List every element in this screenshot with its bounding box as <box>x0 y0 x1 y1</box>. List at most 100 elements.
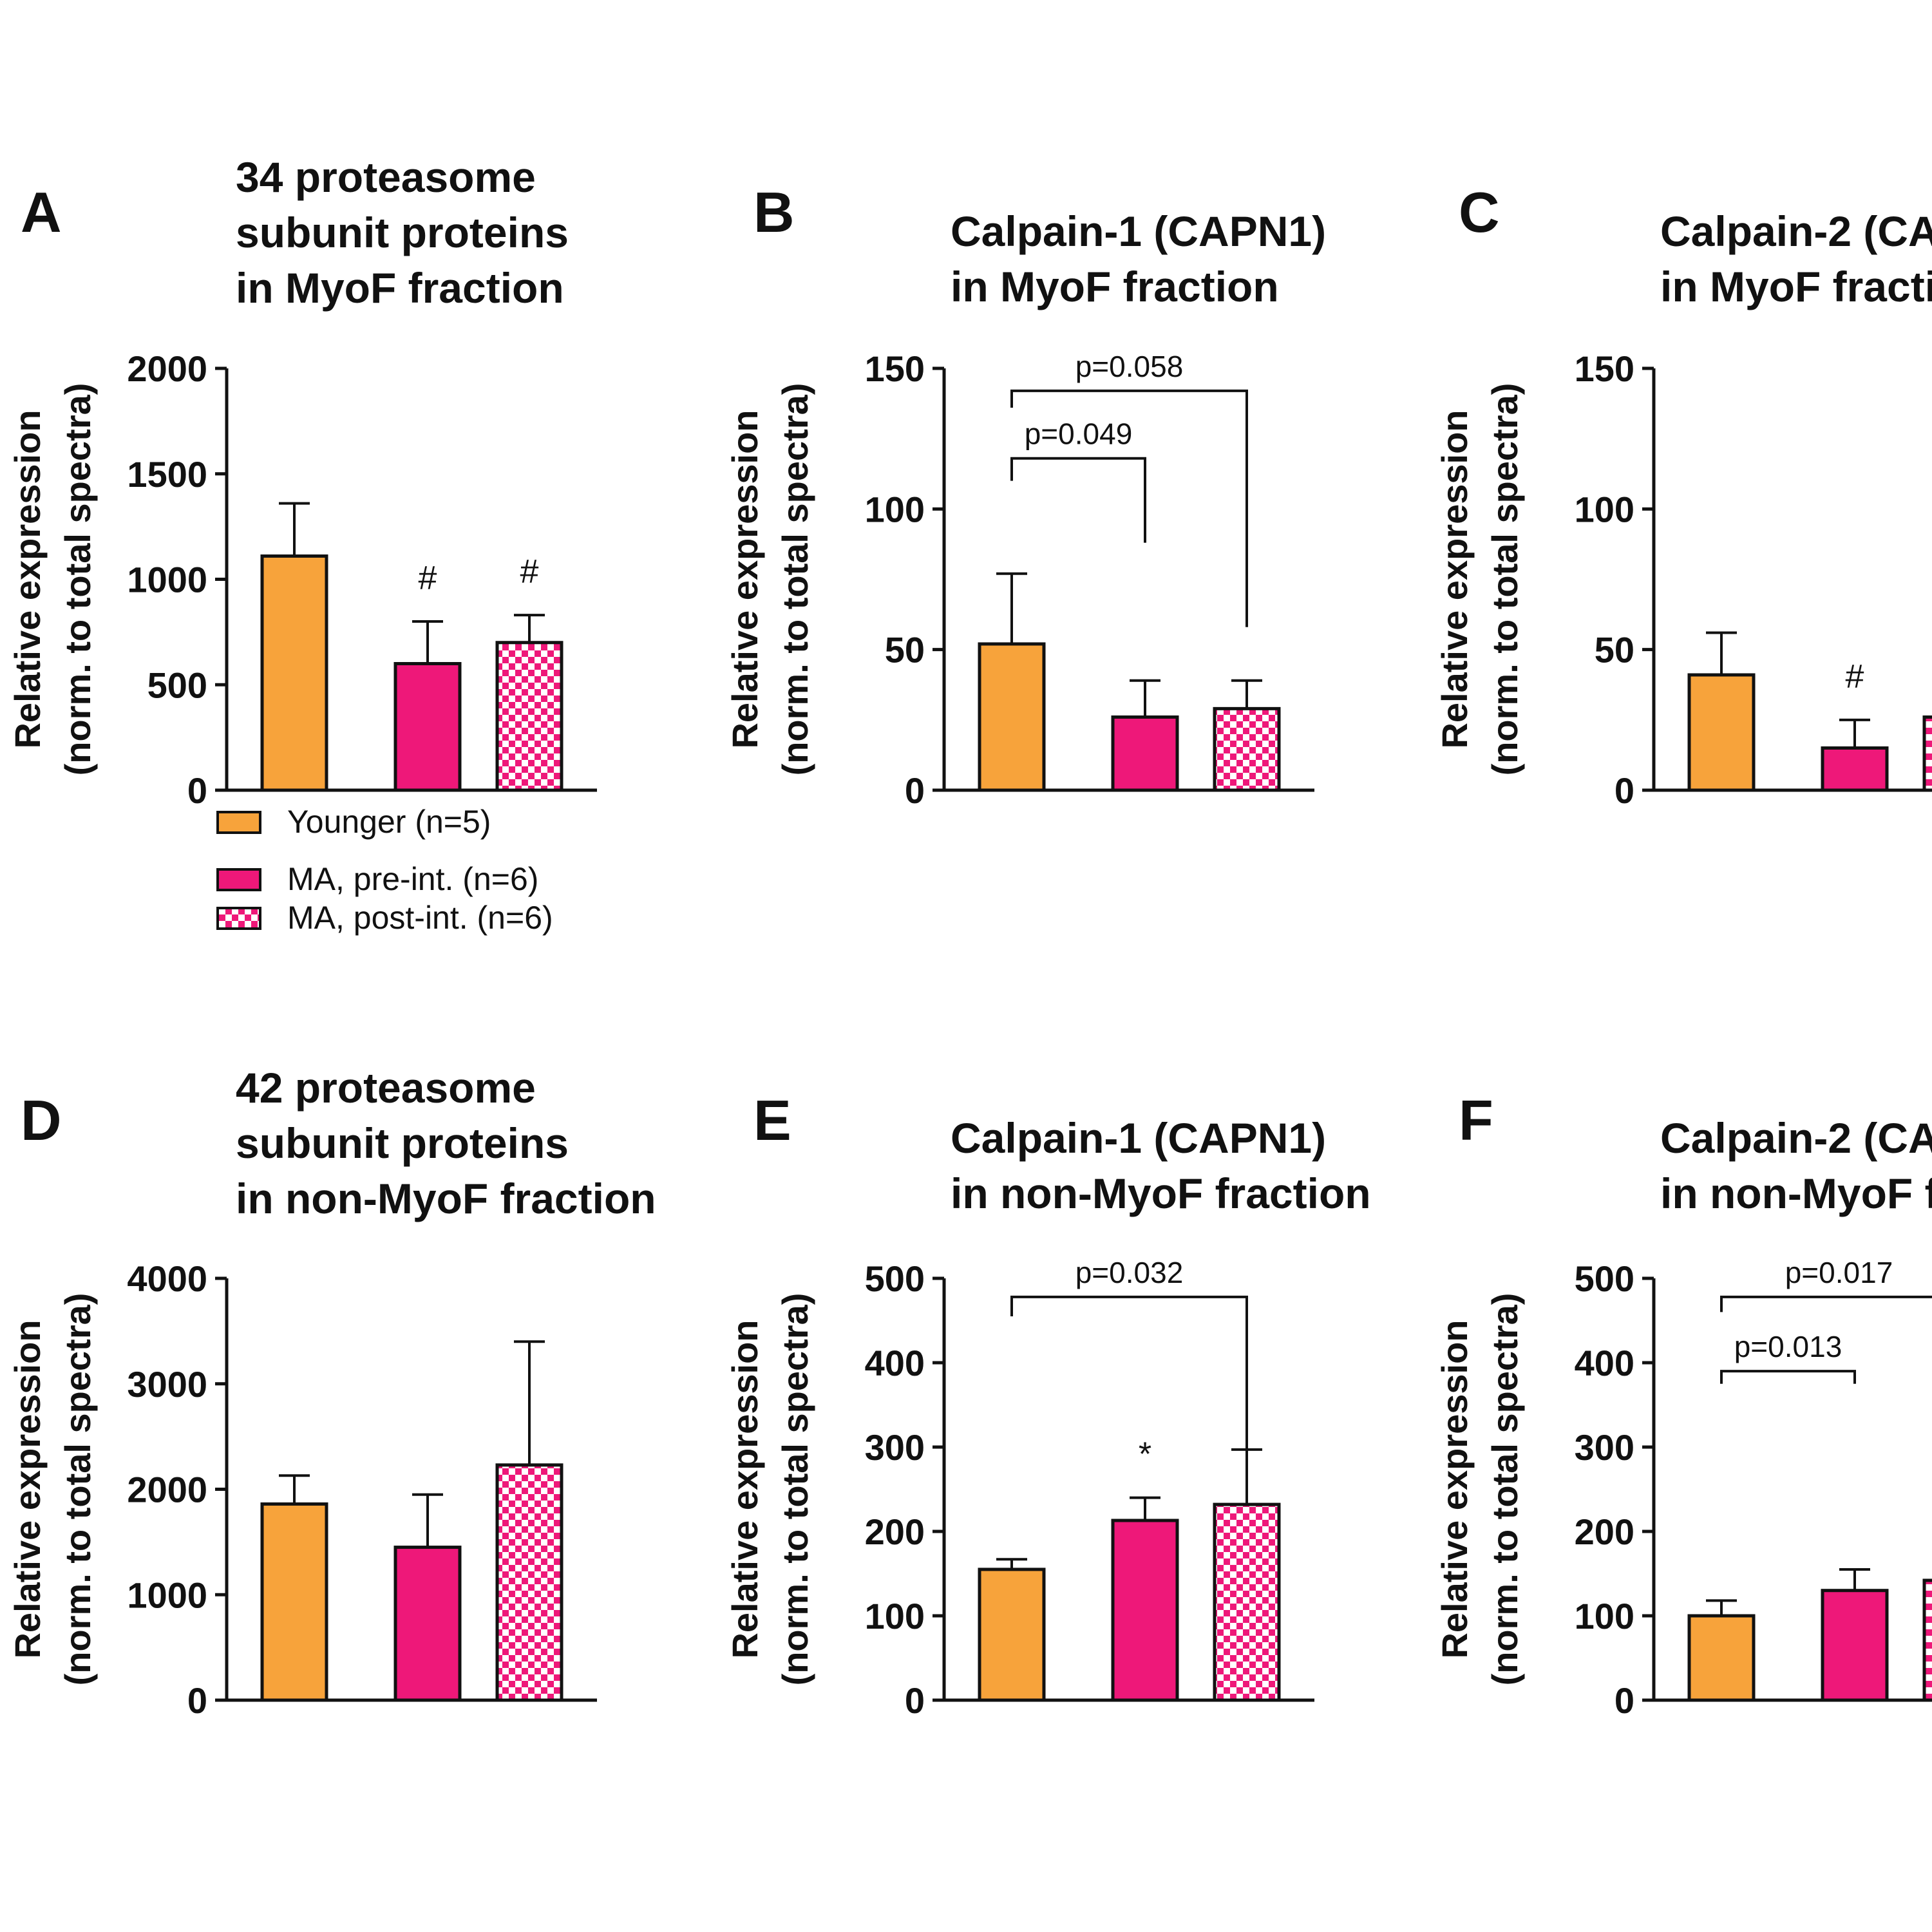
chart-title-line: in non-MyoF fraction <box>1660 1170 1932 1217</box>
bar-ma-post <box>1213 706 1281 792</box>
y-tick-label: 2000 <box>127 1470 207 1510</box>
y-axis-label: (norm. to total spectra) <box>775 1293 815 1686</box>
y-axis-label: (norm. to total spectra) <box>775 383 815 776</box>
y-tick-label: 0 <box>187 770 207 811</box>
y-axis-label: Relative expression <box>1434 1320 1475 1658</box>
y-axis-label: (norm. to total spectra) <box>1484 1293 1525 1686</box>
y-tick-label: 0 <box>1615 1680 1634 1721</box>
panel-letter: F <box>1459 1088 1493 1152</box>
significance-bracket <box>1010 1295 1248 1460</box>
p-value-label: p=0.049 <box>1025 417 1133 451</box>
p-value-label: p=0.032 <box>1075 1256 1184 1289</box>
bar-ma-post <box>495 1463 564 1702</box>
y-tick-label: 50 <box>1595 630 1634 670</box>
panel-letter: C <box>1459 180 1500 244</box>
bar-ma-post <box>495 641 564 792</box>
panel-letter: D <box>21 1088 62 1152</box>
legend-label-ma-post: MA, post-int. (n=6) <box>287 900 553 936</box>
y-tick-label: 300 <box>1575 1427 1634 1468</box>
y-tick-label: 0 <box>905 1680 925 1721</box>
bar-ma-pre <box>393 662 462 792</box>
chart-title-line: subunit proteins <box>236 209 569 256</box>
y-axis-label: Relative expression <box>1434 410 1475 748</box>
bar-ma-pre <box>393 1546 462 1702</box>
y-tick-label: 500 <box>1575 1258 1634 1299</box>
bar-ma-post <box>1922 1578 1932 1702</box>
y-tick-label: 0 <box>905 770 925 811</box>
chart-title-line: in MyoF fraction <box>951 263 1279 310</box>
chart-title-line: Calpain-2 (CAPN2) <box>1660 207 1932 255</box>
y-tick-label: 300 <box>865 1427 925 1468</box>
chart-title-line: Calpain-1 (CAPN1) <box>951 207 1326 255</box>
panel-d: D 42 proteasome subunit proteins in non-Myo… <box>7 1064 656 1721</box>
p-value-label: p=0.013 <box>1734 1330 1842 1363</box>
y-tick-label: 4000 <box>127 1258 207 1299</box>
y-tick-label: 0 <box>1615 770 1634 811</box>
y-tick-label: 50 <box>885 630 925 670</box>
y-tick-label: 150 <box>1575 348 1634 389</box>
chart-title-line: 42 proteasome <box>236 1064 536 1112</box>
chart-title-line: Calpain-2 (CAPN2) <box>1660 1114 1932 1162</box>
significance-mark: # <box>1846 658 1864 696</box>
legend-swatch-ma-pre <box>216 868 261 891</box>
panels: A 34 proteasome subunit proteins in MyoF fr… <box>7 153 1932 1721</box>
chart-title-line: 34 proteasome <box>236 153 536 201</box>
panel-letter: B <box>753 180 795 244</box>
bar-ma-pre <box>1821 1589 1889 1702</box>
panel-b: B Calpain-1 (CAPN1) in MyoF fraction Relati… <box>724 180 1326 811</box>
panel-f: F Calpain-2 (CAPN2) in non-MyoF fraction Re… <box>1434 1088 1932 1721</box>
bar-younger <box>978 1567 1046 1702</box>
legend-label-younger: Younger (n=5) <box>287 804 491 840</box>
y-tick-label: 200 <box>865 1511 925 1552</box>
panel-letter: A <box>21 180 62 244</box>
chart-title-line: in non-MyoF fraction <box>236 1175 656 1222</box>
significance-bracket <box>1010 457 1146 543</box>
y-tick-label: 2000 <box>127 348 207 389</box>
bar-ma-post <box>1213 1502 1281 1702</box>
y-tick-label: 100 <box>865 489 925 529</box>
bar-younger <box>978 642 1046 792</box>
bar-younger <box>1687 1614 1756 1702</box>
y-tick-label: 1000 <box>127 560 207 600</box>
y-axis-label: (norm. to total spectra) <box>57 383 98 776</box>
p-value-label: p=0.017 <box>1785 1256 1893 1289</box>
y-tick-label: 3000 <box>127 1364 207 1405</box>
chart-title-line: Calpain-1 (CAPN1) <box>951 1114 1326 1162</box>
bar-ma-post <box>1922 715 1932 792</box>
y-tick-label: 1000 <box>127 1575 207 1615</box>
y-tick-label: 100 <box>1575 489 1634 529</box>
y-tick-label: 500 <box>147 665 207 705</box>
bar-ma-pre <box>1111 715 1179 792</box>
y-tick-label: 100 <box>865 1596 925 1636</box>
y-axis-label: Relative expression <box>724 410 765 748</box>
legend: Younger (n=5) MA, pre-int. (n=6)MA, post-… <box>216 804 553 936</box>
bar-ma-pre <box>1821 746 1889 792</box>
significance-mark: # <box>520 553 539 591</box>
chart-title-line: in non-MyoF fraction <box>951 1170 1371 1217</box>
y-tick-label: 500 <box>865 1258 925 1299</box>
panel-letter: E <box>753 1088 791 1152</box>
significance-mark: # <box>419 560 437 597</box>
y-tick-label: 400 <box>865 1343 925 1383</box>
y-axis-label: (norm. to total spectra) <box>57 1293 98 1686</box>
y-tick-label: 100 <box>1575 1596 1634 1636</box>
panel-a: A 34 proteasome subunit proteins in MyoF fr… <box>7 153 597 811</box>
y-tick-label: 0 <box>187 1680 207 1721</box>
chart-title-line: in MyoF fraction <box>236 264 564 312</box>
y-tick-label: 400 <box>1575 1343 1634 1383</box>
chart-title-line: in MyoF fraction <box>1660 263 1932 310</box>
p-value-label: p=0.058 <box>1075 350 1184 383</box>
legend-label-ma-pre: MA, pre-int. (n=6) <box>287 861 538 897</box>
bar-younger <box>260 1502 328 1702</box>
chart-title-line: subunit proteins <box>236 1119 569 1167</box>
bar-younger <box>1687 673 1756 792</box>
y-axis-label: Relative expression <box>724 1320 765 1658</box>
y-axis-label: Relative expression <box>7 410 48 748</box>
y-axis-label: (norm. to total spectra) <box>1484 383 1525 776</box>
legend-swatch-younger <box>216 811 261 834</box>
significance-bracket <box>1010 389 1248 627</box>
y-tick-label: 200 <box>1575 1511 1634 1552</box>
panel-e: E Calpain-1 (CAPN1) in non-MyoF fraction Re… <box>724 1088 1371 1721</box>
significance-bracket <box>1720 1370 1856 1384</box>
